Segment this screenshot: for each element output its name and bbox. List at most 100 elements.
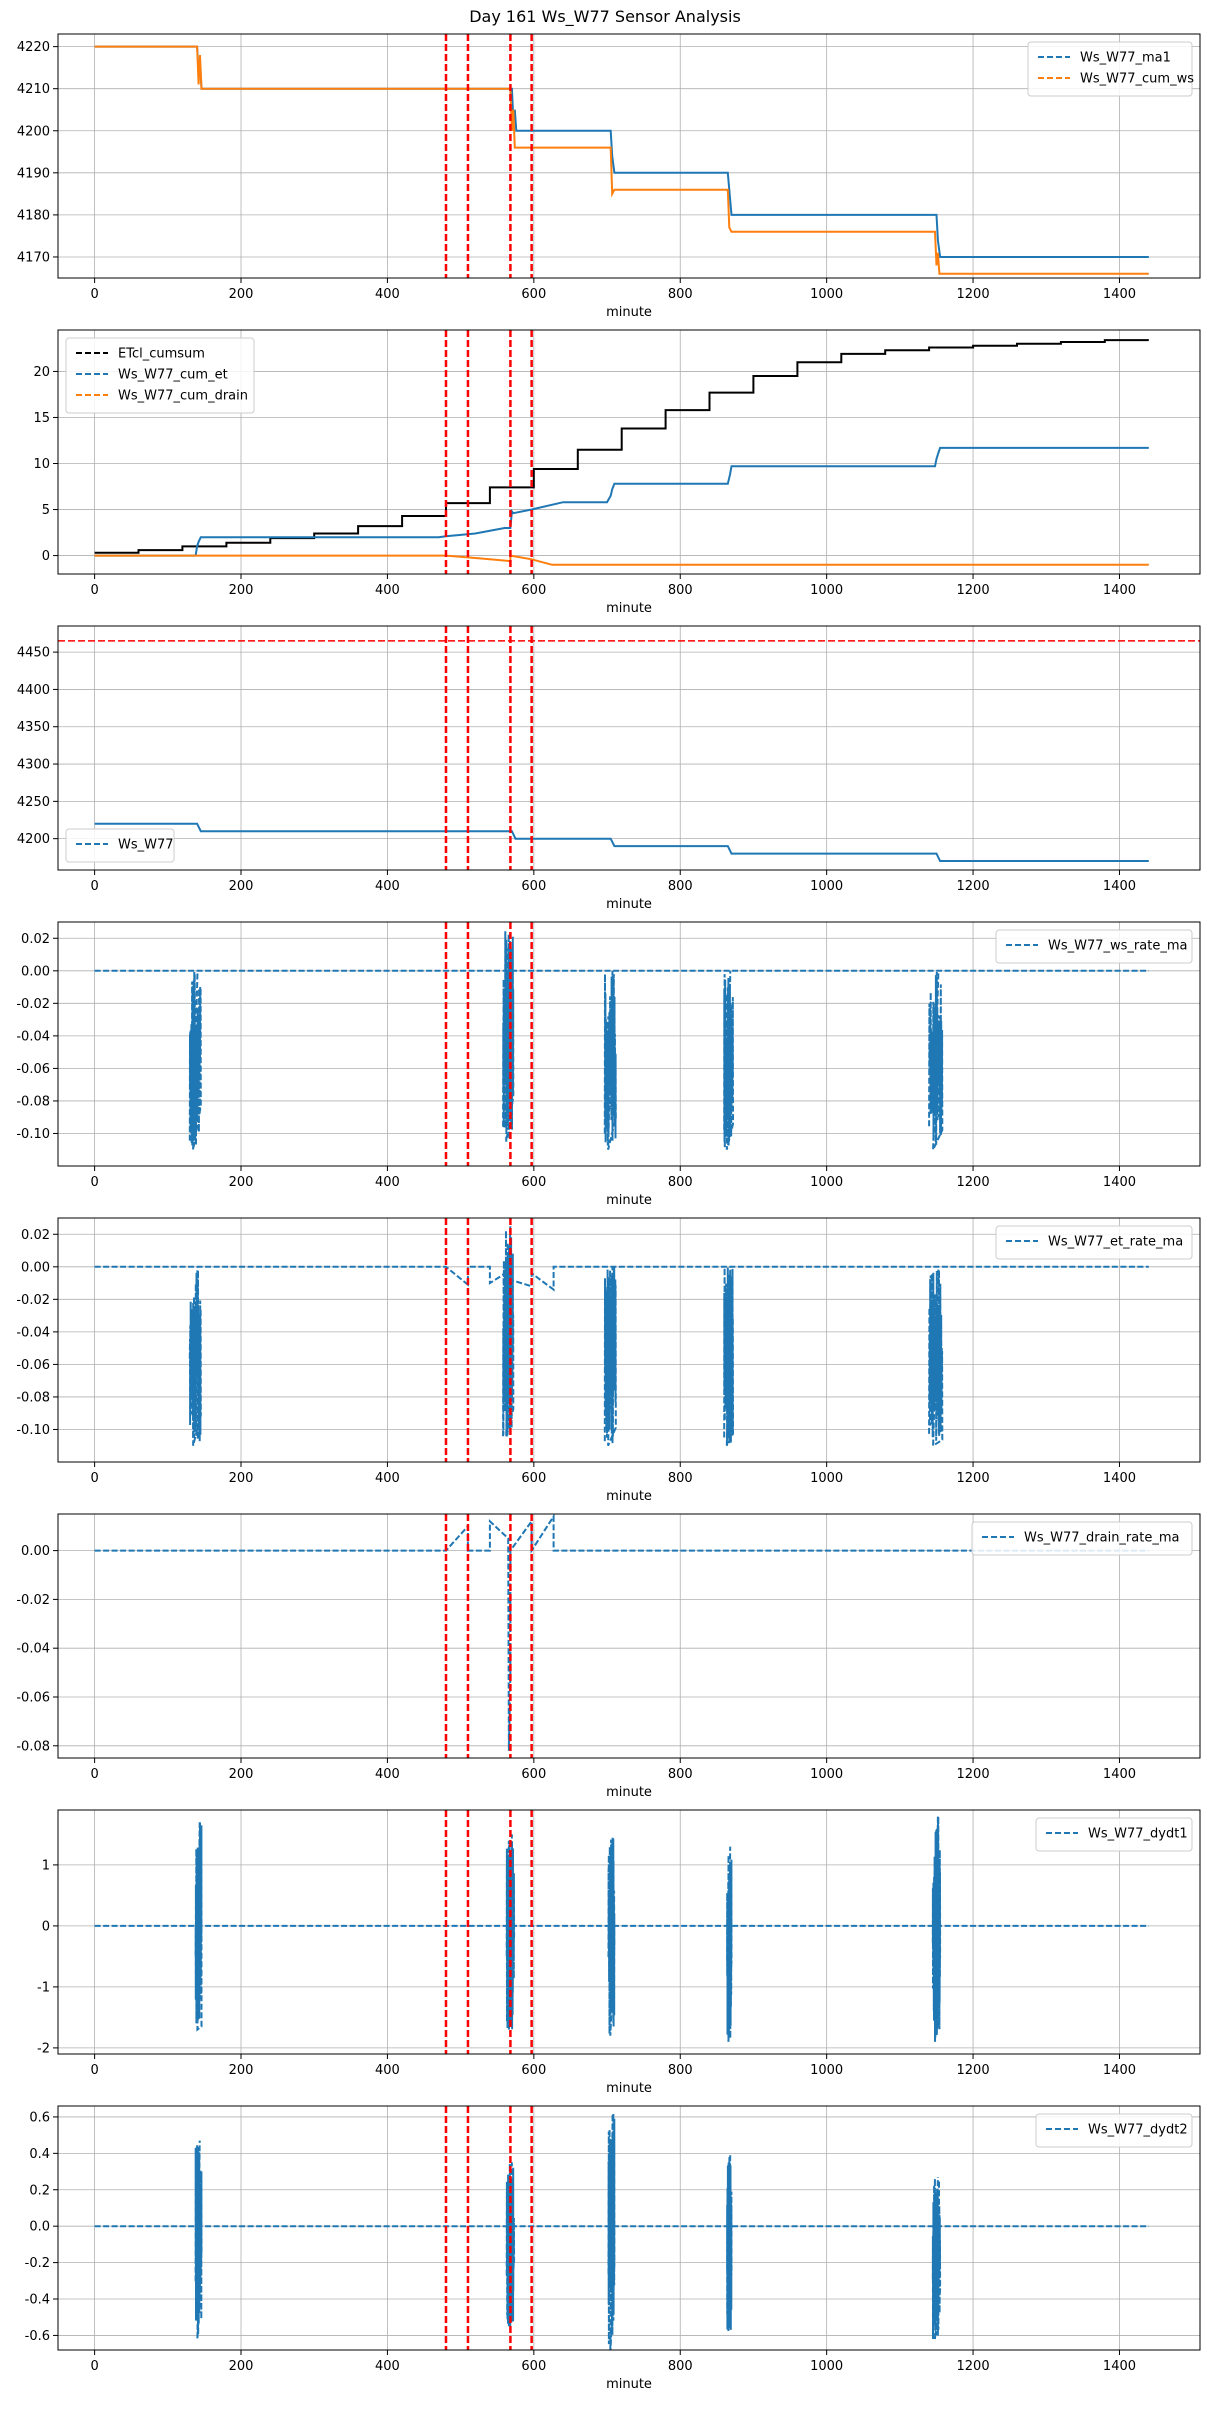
x-tick-label: 0 (90, 2063, 98, 2078)
x-tick-label: 1400 (1103, 583, 1136, 598)
x-tick-label: 1200 (957, 2063, 990, 2078)
x-tick-label: 800 (668, 583, 693, 598)
y-tick-label: 0.4 (29, 2147, 50, 2162)
plot-area (94, 922, 1149, 1166)
axes-frame (57, 1217, 1201, 1463)
x-tick-label: 200 (229, 2063, 254, 2078)
series-burst-Ws_W77_et_rate_ma (188, 1266, 202, 1446)
legend-box (65, 828, 175, 863)
series-burst-Ws_W77_dydt1 (194, 1822, 203, 2032)
x-tick-label: 0 (90, 583, 98, 598)
x-tick-label: 400 (375, 287, 400, 302)
x-axis-label: minute (606, 1193, 652, 1208)
axes-frame (57, 33, 1201, 279)
x-tick-label: 600 (521, 879, 546, 894)
y-tick-label: 0.00 (21, 964, 50, 979)
y-tick-label: 4350 (17, 720, 50, 735)
y-tick-label: 4190 (17, 166, 50, 181)
series-burst-Ws_W77_dydt1 (726, 1846, 733, 2042)
x-tick-label: 1000 (810, 583, 843, 598)
series-burst-Ws_W77_dydt1 (607, 1837, 616, 2036)
x-axis-label: minute (606, 897, 652, 912)
x-axis-label: minute (606, 2081, 652, 2096)
x-tick-label: 400 (375, 1767, 400, 1782)
plot-area (58, 626, 1200, 870)
x-tick-label: 0 (90, 1175, 98, 1190)
y-tick-label: -0.08 (16, 1094, 50, 1109)
legend-label: Ws_W77_et_rate_ma (1048, 1235, 1183, 1250)
subplot-2: 0 200 400 600 800 1000 1200 1400 0 5 10 15 20 minute E… (33, 329, 1201, 616)
x-tick-label: 1200 (957, 287, 990, 302)
x-tick-label: 200 (229, 2359, 254, 2374)
legend-label: Ws_W77_cum_et (118, 368, 228, 383)
legend: Ws_W77 (65, 828, 175, 863)
series-burst-Ws_W77_et_rate_ma (928, 1266, 944, 1448)
subplot-3: 0 200 400 600 800 1000 1200 1400 4200 4250 4300 435… (17, 625, 1201, 912)
legend-label: ETcl_cumsum (118, 347, 205, 362)
legend: Ws_W77_ma1 Ws_W77_cum_ws (1027, 41, 1194, 97)
legend-label: Ws_W77_cum_drain (118, 389, 248, 404)
legend-label: Ws_W77_dydt2 (1088, 2123, 1188, 2138)
x-axis-label: minute (606, 305, 652, 320)
legend-label: Ws_W77_cum_ws (1080, 72, 1194, 87)
series-line-Ws_W77 (94, 822, 1149, 862)
x-tick-label: 400 (375, 2359, 400, 2374)
x-tick-label: 1000 (810, 879, 843, 894)
legend-label: Ws_W77_drain_rate_ma (1024, 1531, 1179, 1546)
axes-frame (57, 1809, 1201, 2055)
legend-box (1027, 41, 1193, 97)
y-tick-label: -2 (37, 2041, 50, 2056)
y-tick-label: 4220 (17, 40, 50, 55)
x-tick-label: 1000 (810, 287, 843, 302)
x-tick-label: 400 (375, 2063, 400, 2078)
legend-label: Ws_W77_ws_rate_ma (1048, 939, 1187, 954)
x-tick-label: 1000 (810, 1767, 843, 1782)
y-tick-label: 4400 (17, 683, 50, 698)
y-tick-label: 4250 (17, 795, 50, 810)
x-tick-label: 800 (668, 2063, 693, 2078)
legend: ETcl_cumsum Ws_W77_cum_et Ws_W77_cum_drain (65, 337, 255, 414)
x-tick-label: 200 (229, 879, 254, 894)
x-tick-label: 1200 (957, 1175, 990, 1190)
y-tick-label: 4170 (17, 250, 50, 265)
y-tick-label: -0.04 (16, 1642, 50, 1657)
x-tick-label: 1400 (1103, 2063, 1136, 2078)
y-tick-label: -0.10 (16, 1127, 50, 1142)
plot-area (94, 1218, 1149, 1462)
y-tick-label: 10 (33, 457, 50, 472)
y-tick-label: 4450 (17, 646, 50, 661)
y-tick-label: 1 (42, 1858, 50, 1873)
y-tick-label: 0.00 (21, 1260, 50, 1275)
x-tick-label: 600 (521, 287, 546, 302)
subplot-1: 0 200 400 600 800 1000 1200 1400 4170 4180 4190 420… (17, 33, 1201, 320)
x-tick-label: 200 (229, 1767, 254, 1782)
legend-box (1035, 1817, 1193, 1852)
y-tick-label: 4210 (17, 82, 50, 97)
y-tick-label: 0.02 (21, 1228, 50, 1243)
x-tick-label: 1400 (1103, 1767, 1136, 1782)
y-tick-label: -0.08 (16, 1390, 50, 1405)
y-tick-label: 0.2 (29, 2183, 50, 2198)
x-axis-label: minute (606, 601, 652, 616)
x-tick-label: 200 (229, 1471, 254, 1486)
x-tick-label: 1000 (810, 2359, 843, 2374)
y-tick-label: 5 (42, 503, 50, 518)
legend-box (971, 1521, 1193, 1556)
y-tick-label: 4300 (17, 758, 50, 773)
x-tick-label: 200 (229, 583, 254, 598)
x-tick-label: 1200 (957, 2359, 990, 2374)
subplot-7: 0 200 400 600 800 1000 1200 1400 1 0 -1 -2 minute Ws_… (37, 1809, 1201, 2096)
x-tick-label: 400 (375, 1471, 400, 1486)
series-burst-Ws_W77_dydt2 (726, 2155, 733, 2332)
x-tick-label: 1400 (1103, 879, 1136, 894)
y-tick-label: -0.06 (16, 1062, 50, 1077)
x-tick-label: 600 (521, 1767, 546, 1782)
y-tick-label: 0 (42, 1919, 50, 1934)
subplot-4: 0 200 400 600 800 1000 1200 1400 0.02 0.00 -0.02 -0… (16, 921, 1201, 1208)
x-tick-label: 400 (375, 879, 400, 894)
x-tick-label: 800 (668, 1175, 693, 1190)
legend-box (1035, 2113, 1193, 2148)
plot-area (94, 1810, 1149, 2054)
x-tick-label: 1400 (1103, 1471, 1136, 1486)
